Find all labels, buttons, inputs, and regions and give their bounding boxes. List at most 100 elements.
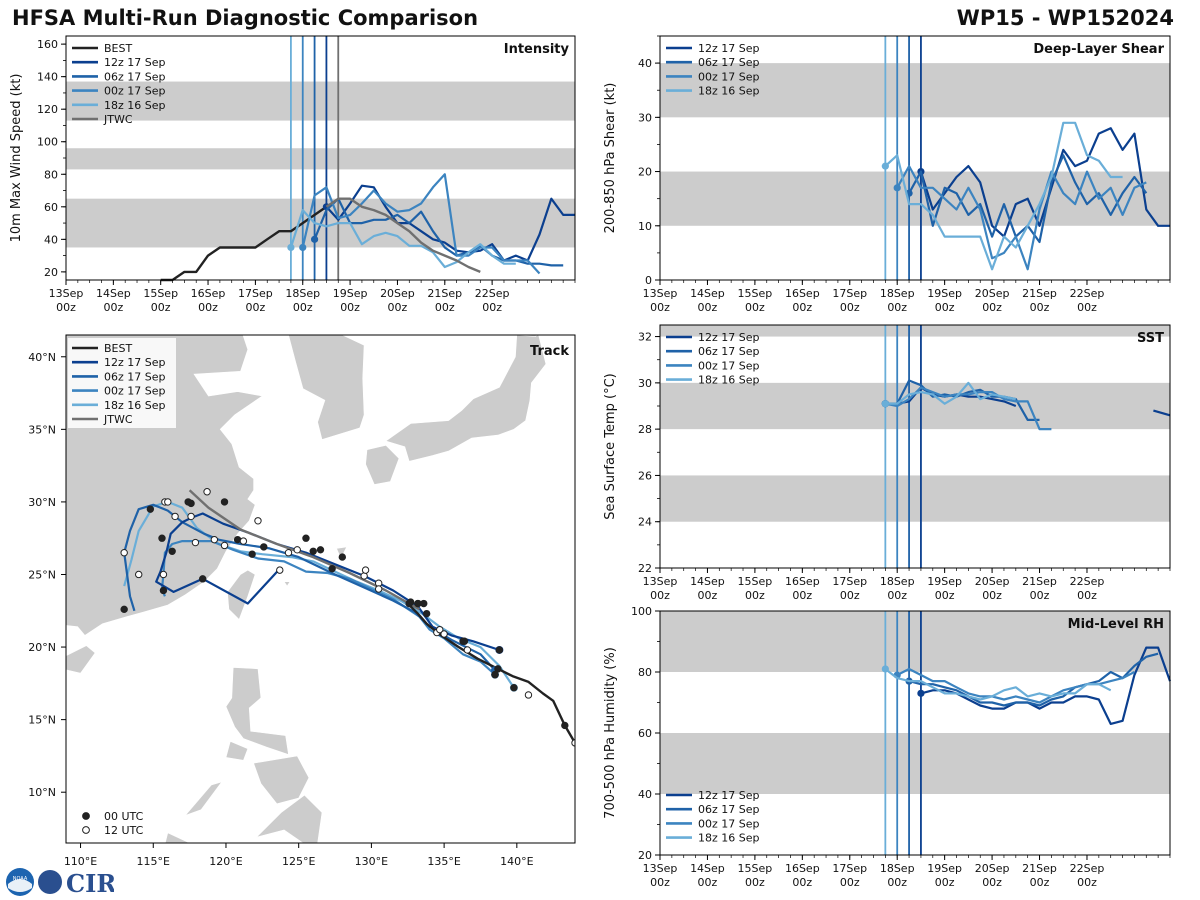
intensity-ytick-label: 60 xyxy=(44,201,58,214)
track-time-marker xyxy=(361,566,370,574)
track-legend-label: 06z 17 Sep xyxy=(104,370,166,383)
sst-series-r12z17b xyxy=(1153,409,1171,417)
track-ytick-label: 35°N xyxy=(28,423,56,436)
sst-xtick-label: 00z xyxy=(887,589,907,602)
storm-id-title: WP15 - WP152024 xyxy=(956,6,1174,30)
rh-panel: 2040608010013Sep00z14Sep00z15Sep00z16Sep… xyxy=(603,605,1172,889)
intensity-series-r06z17 xyxy=(313,197,564,267)
track-xtick-label: 140°E xyxy=(500,855,533,868)
shear-ytick-label: 40 xyxy=(638,57,652,70)
track-time-marker xyxy=(276,566,284,574)
rh-xtick-label: 13Sep xyxy=(643,862,678,875)
track-legend-label: BEST xyxy=(104,342,132,355)
track-xtick-label: 115°E xyxy=(137,855,170,868)
rh-xtick-label: 21Sep xyxy=(1022,862,1057,875)
land-hainan xyxy=(66,645,96,674)
best-time-marker xyxy=(561,721,569,730)
shear-legend-label: 00z 17 Sep xyxy=(698,70,760,83)
shear-xtick-label: 22Sep xyxy=(1070,287,1105,300)
sst-xtick-label: 00z xyxy=(792,589,812,602)
sst-legend-label: 06z 17 Sep xyxy=(698,345,760,358)
land-mindoro-palawan xyxy=(225,740,249,761)
intensity-xtick-label: 17Sep xyxy=(238,287,273,300)
intensity-legend-label: JTWC xyxy=(103,113,133,126)
sst-xtick-label: 00z xyxy=(650,589,670,602)
rh-series-r18z16 xyxy=(884,668,1112,701)
sst-xtick-label: 14Sep xyxy=(690,575,725,588)
intensity-ytick-label: 40 xyxy=(44,233,58,246)
svg-text:CIRA: CIRA xyxy=(66,869,114,898)
intensity-start-point xyxy=(287,243,295,252)
intensity-xtick-label: 13Sep xyxy=(49,287,84,300)
rh-title: Mid-Level RH xyxy=(1068,617,1164,632)
rh-series-r12z17 xyxy=(920,646,1172,726)
shear-xtick-label: 00z xyxy=(887,301,907,314)
shear-start-point xyxy=(893,184,901,192)
shear-band xyxy=(660,63,1170,118)
rh-band xyxy=(660,611,1170,672)
shear-series-r00z17 xyxy=(896,165,1147,271)
sst-xtick-label: 16Sep xyxy=(785,575,820,588)
best-time-marker xyxy=(414,599,422,608)
best-time-marker xyxy=(405,599,413,608)
track-time-marker xyxy=(510,683,518,692)
sst-legend-label: 18z 16 Sep xyxy=(698,374,760,387)
rh-ytick-label: 40 xyxy=(638,788,652,801)
intensity-xtick-label: 19Sep xyxy=(333,287,368,300)
sst-xtick-label: 00z xyxy=(745,589,765,602)
rh-xtick-label: 00z xyxy=(840,876,860,889)
track-time-marker xyxy=(328,564,336,573)
sst-ytick-label: 32 xyxy=(638,331,652,344)
intensity-start-point xyxy=(310,235,319,243)
land-ryukyu-b xyxy=(283,581,291,587)
sst-xtick-label: 13Sep xyxy=(643,575,678,588)
shear-legend-label: 06z 17 Sep xyxy=(698,56,760,69)
track-ytick-label: 20°N xyxy=(28,641,56,654)
cira-logo-icon xyxy=(38,870,62,894)
rh-ytick-label: 20 xyxy=(638,849,652,862)
track-time-marker xyxy=(495,646,504,654)
intensity-xtick-label: 00z xyxy=(103,301,123,314)
land-luzon xyxy=(225,667,289,755)
land-ryukyu-a xyxy=(336,546,348,560)
shear-xtick-label: 00z xyxy=(840,301,860,314)
track-time-marker xyxy=(171,512,179,521)
track-time-marker xyxy=(187,512,195,521)
track-time-marker xyxy=(248,550,256,558)
shear-legend-label: 12z 17 Sep xyxy=(698,42,760,55)
intensity-xtick-label: 22Sep xyxy=(475,287,510,300)
track-map xyxy=(66,335,575,843)
track-ytick-label: 25°N xyxy=(28,568,56,581)
sst-band xyxy=(660,382,1170,430)
rh-start-point xyxy=(881,665,889,673)
track-legend-bg xyxy=(68,338,176,428)
track-marker-legend-label: 00 UTC xyxy=(104,810,144,823)
rh-xtick-label: 22Sep xyxy=(1070,862,1105,875)
best-time-marker xyxy=(494,665,502,673)
rh-legend-label: 18z 16 Sep xyxy=(698,832,760,845)
intensity-xtick-label: 00z xyxy=(293,301,313,314)
track-time-marker xyxy=(316,546,325,554)
track-time-marker xyxy=(491,670,499,679)
rh-xtick-label: 17Sep xyxy=(832,862,867,875)
sst-xtick-label: 00z xyxy=(1030,589,1050,602)
sst-xtick-label: 00z xyxy=(840,589,860,602)
track-time-marker xyxy=(120,605,128,614)
best-time-marker xyxy=(524,691,533,699)
shear-start-point xyxy=(881,162,889,170)
rh-xtick-label: 00z xyxy=(698,876,718,889)
rh-xtick-label: 16Sep xyxy=(785,862,820,875)
intensity-band xyxy=(66,81,575,121)
intensity-xtick-label: 16Sep xyxy=(191,287,226,300)
intensity-legend-label: BEST xyxy=(104,42,132,55)
track-panel: 110°E 115°E 120°E 125°E 130°E 135°E 140°E 10°N 1… xyxy=(28,334,576,868)
rh-xtick-label: 00z xyxy=(887,876,907,889)
shear-xtick-label: 18Sep xyxy=(880,287,915,300)
shear-xtick-label: 00z xyxy=(1030,301,1050,314)
rh-legend-label: 00z 17 Sep xyxy=(698,817,760,830)
intensity-series-r18z16 xyxy=(289,209,516,269)
shear-xtick-label: 20Sep xyxy=(975,287,1010,300)
track-xtick-label: 110°E xyxy=(64,855,97,868)
intensity-xtick-label: 21Sep xyxy=(427,287,462,300)
intensity-xtick-label: 15Sep xyxy=(143,287,178,300)
